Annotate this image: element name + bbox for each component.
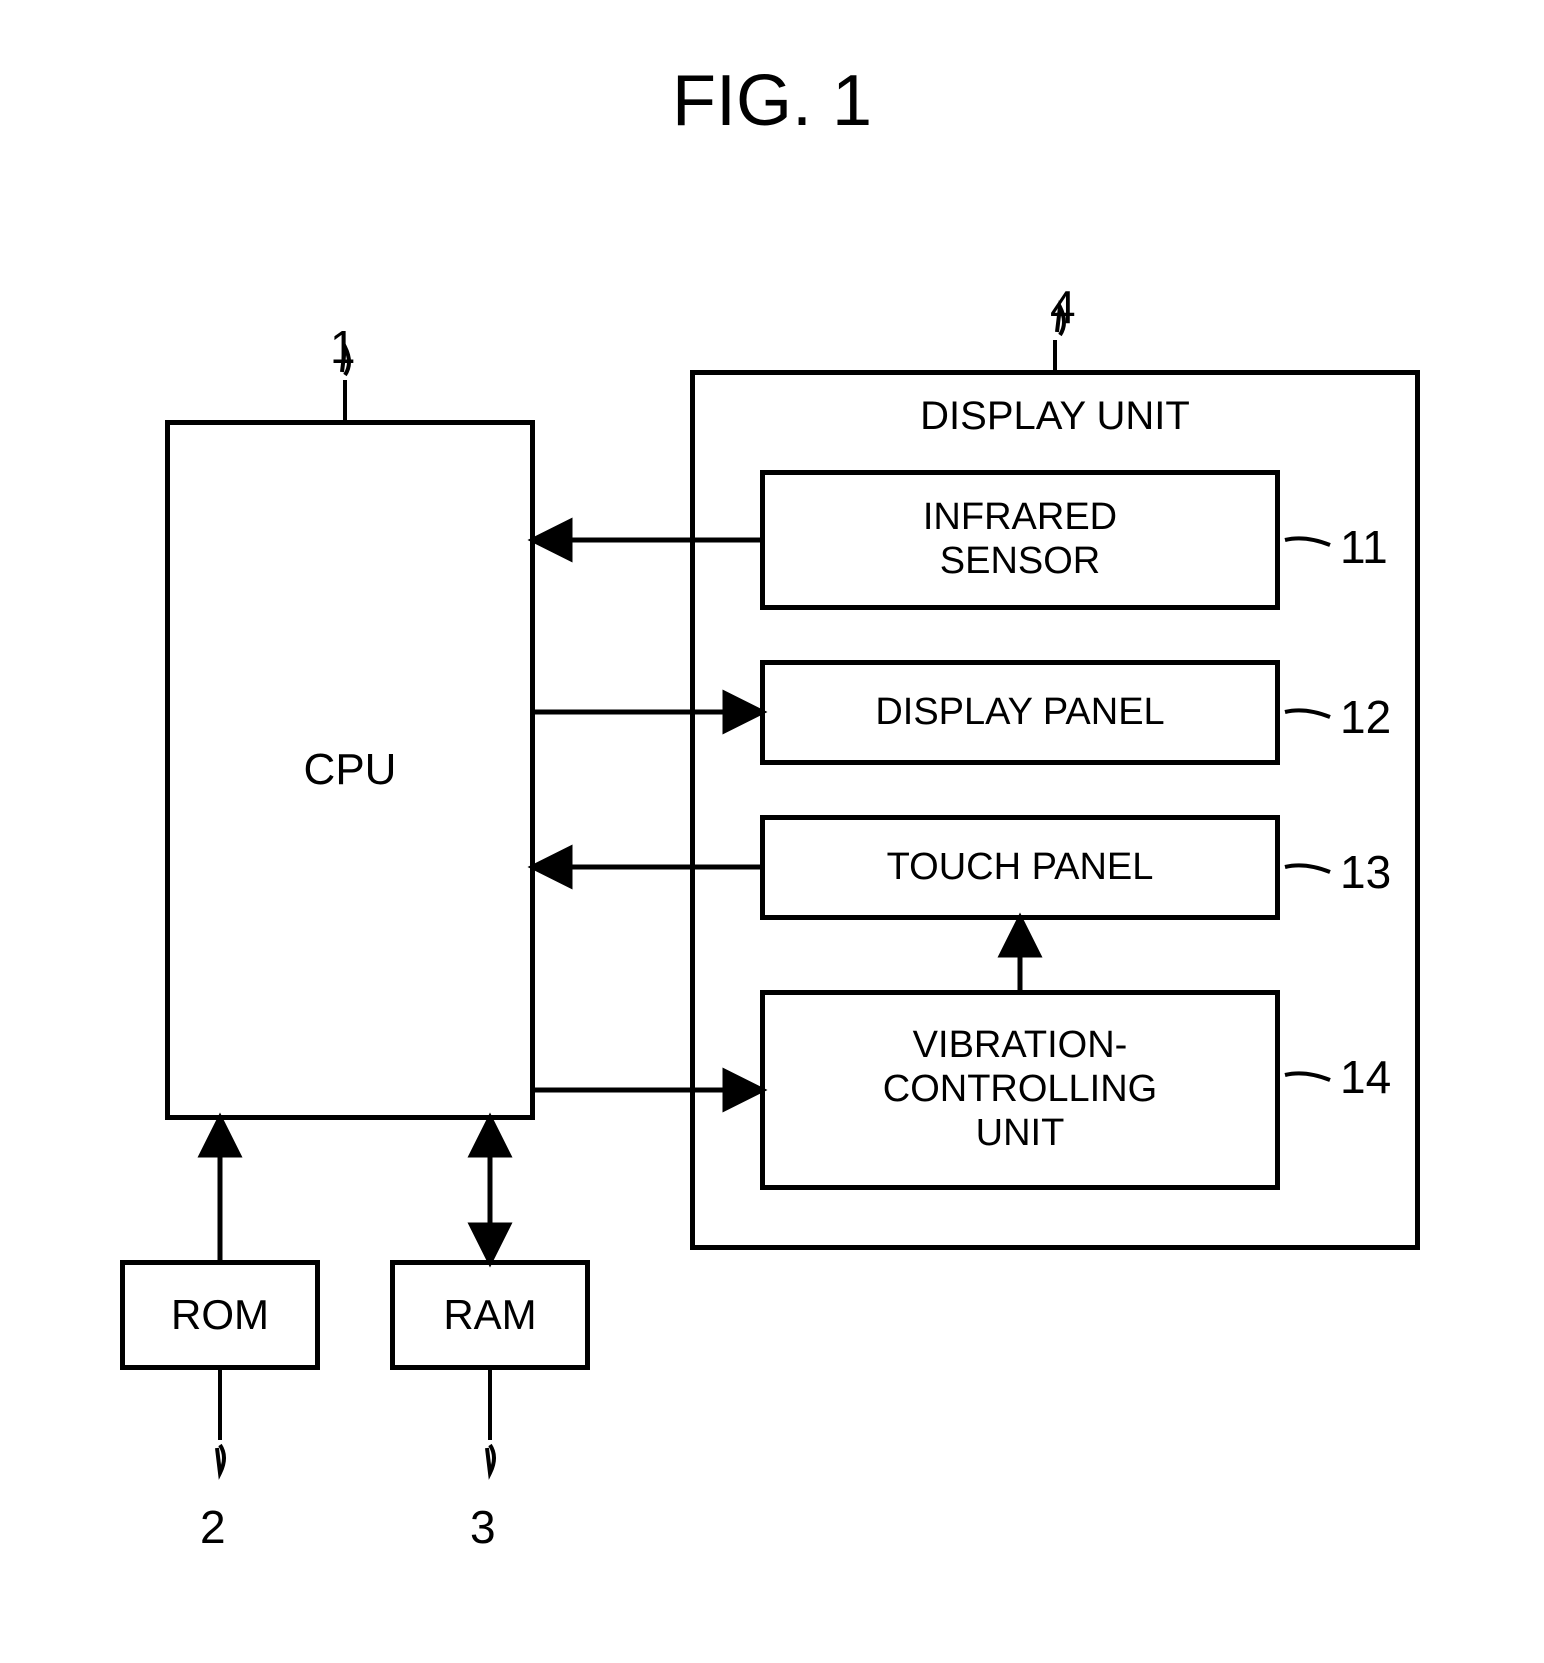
ref-2: 2 xyxy=(200,1500,226,1554)
ref-4: 4 xyxy=(1050,280,1076,334)
block-infrared-label: INFRARED SENSOR xyxy=(923,496,1117,583)
diagram-canvas: FIG. 1 DISPLAY UNIT CPU ROM RAM INFRARED… xyxy=(0,0,1544,1663)
block-touch-label: TOUCH PANEL xyxy=(887,846,1154,890)
ref-11: 11 xyxy=(1340,520,1388,574)
block-cpu: CPU xyxy=(165,420,535,1120)
figure-title: FIG. 1 xyxy=(0,60,1544,142)
block-infrared: INFRARED SENSOR xyxy=(760,470,1280,610)
block-touch: TOUCH PANEL xyxy=(760,815,1280,920)
block-vibration-label: VIBRATION- CONTROLLING UNIT xyxy=(883,1024,1157,1155)
block-display-unit-label: DISPLAY UNIT xyxy=(920,393,1190,439)
ref-3: 3 xyxy=(470,1500,496,1554)
block-rom-label: ROM xyxy=(171,1291,269,1339)
block-cpu-label: CPU xyxy=(304,745,397,796)
block-vibration: VIBRATION- CONTROLLING UNIT xyxy=(760,990,1280,1190)
ref-1: 1 xyxy=(330,320,356,374)
block-ram: RAM xyxy=(390,1260,590,1370)
block-rom: ROM xyxy=(120,1260,320,1370)
ref-13: 13 xyxy=(1340,845,1391,899)
block-panel-label: DISPLAY PANEL xyxy=(875,691,1164,735)
ref-12: 12 xyxy=(1340,690,1391,744)
block-ram-label: RAM xyxy=(443,1291,536,1339)
ref-14: 14 xyxy=(1340,1050,1391,1104)
block-panel: DISPLAY PANEL xyxy=(760,660,1280,765)
